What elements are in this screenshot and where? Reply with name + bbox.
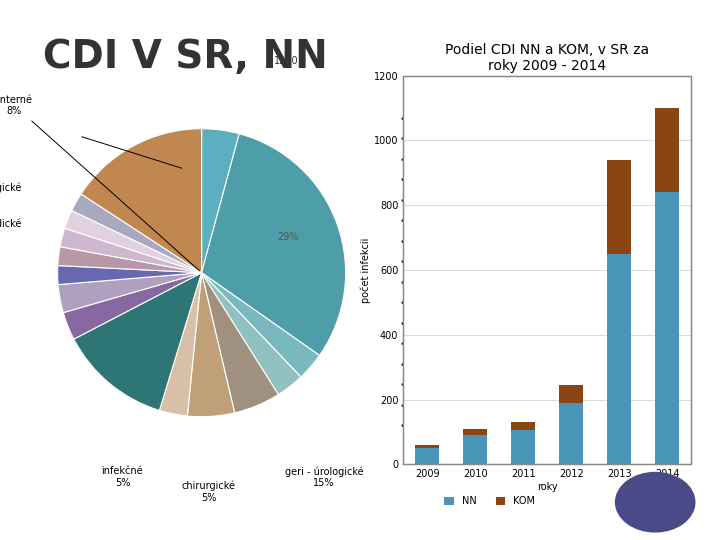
Bar [463,429,487,435]
Text: interné
8%: interné 8% [0,94,199,271]
Wedge shape [58,247,202,273]
Wedge shape [202,273,301,395]
Wedge shape [65,211,202,273]
Title: Podiel CDI NN a KOM, v SR za
roky 2009 - 2014: Podiel CDI NN a KOM, v SR za roky 2009 -… [445,43,649,73]
Wedge shape [187,273,235,417]
X-axis label: roky: roky [537,482,557,492]
Bar [415,448,439,464]
Y-axis label: počet infekcii: počet infekcii [361,237,371,303]
Text: geri - úrologické
15%: geri - úrologické 15% [284,466,364,488]
Text: • hematologické: • hematologické [400,237,474,247]
Text: • neurologické: • neurologické [400,278,466,288]
Text: • TAPCH: • TAPCH [400,402,437,411]
Text: • ortopedické: • ortopedické [400,299,462,308]
Text: • geriatrické: • geriatrické [400,176,456,185]
Wedge shape [58,273,202,313]
Text: infekčné
5%: infekčné 5% [102,467,143,488]
Text: • infekčné: • infekčné [400,217,446,226]
Wedge shape [159,273,202,416]
Wedge shape [202,134,346,355]
Text: CDI V SR, NN: CDI V SR, NN [43,38,328,76]
Wedge shape [81,129,202,273]
Text: • iné: • iné [400,381,422,390]
Bar [559,385,583,403]
Bar [655,108,679,192]
Circle shape [616,472,695,532]
Text: • ARO: • ARO [400,114,427,124]
Text: onkologické
2%: onkologické 2% [0,183,22,205]
Bar [607,160,631,254]
Text: • doliečovacie: • doliečovacie [400,340,464,349]
Legend: NN, KOM: NN, KOM [440,492,539,510]
Bar [511,422,535,430]
Text: • chirurgické: • chirurgické [400,196,458,206]
Bar [463,435,487,464]
Text: • interné: • interné [400,135,441,144]
Text: • onkologické: • onkologické [400,319,462,329]
Bar [607,254,631,464]
Bar [415,445,439,448]
Wedge shape [60,228,202,273]
Text: • rehabilitačné: • rehabilitačné [400,361,467,370]
Text: chirurgické
5%: chirurgické 5% [181,481,236,503]
Text: • ODCH: • ODCH [400,258,435,267]
Bar [559,403,583,464]
Bar [655,192,679,464]
Text: • geri - úrologické: • geri - úrologické [400,422,482,431]
Bar [511,430,535,464]
Wedge shape [72,194,202,273]
Wedge shape [202,129,239,273]
Wedge shape [58,266,202,285]
Wedge shape [202,273,320,377]
Wedge shape [202,273,279,413]
Text: • doliečovacia: • doliečovacia [400,156,464,165]
Text: 1200: 1200 [274,56,298,66]
Wedge shape [63,273,202,339]
Wedge shape [74,273,202,410]
Text: 29%: 29% [277,232,299,242]
Text: ortopedické
3%: ortopedické 3% [0,219,22,240]
